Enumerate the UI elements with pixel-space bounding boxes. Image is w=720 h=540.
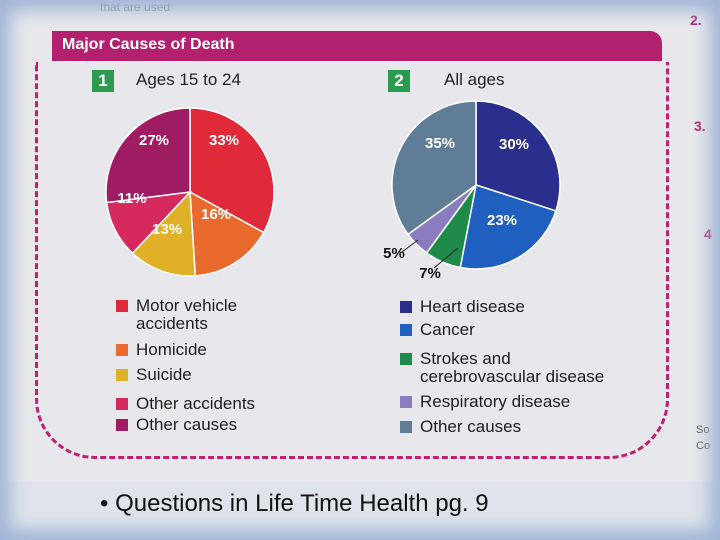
top-cropped-text: that are used — [100, 0, 171, 14]
legend-swatch — [116, 398, 128, 410]
pie1-number-badge: 1 — [92, 70, 114, 92]
legend-swatch — [116, 300, 128, 312]
pie2-leader-line-0 — [401, 239, 419, 253]
caption-text: • Questions in Life Time Health pg. 9 — [100, 490, 489, 517]
pie1-title: Ages 15 to 24 — [136, 70, 241, 89]
legend-swatch — [116, 344, 128, 356]
legend2-item-heart-disease: Heart disease — [400, 298, 525, 316]
legend1-item-homicide: Homicide — [116, 341, 207, 359]
edge-text-2: 2. — [690, 12, 702, 28]
pie2-title: All ages — [444, 70, 505, 89]
edge-text-4: 4 — [704, 226, 712, 242]
pie1-data-label-3: 11% — [117, 190, 146, 207]
pie2-data-label-0: 30% — [499, 136, 529, 153]
pie2-data-label-3: 5% — [383, 245, 405, 262]
legend-label: Motor vehicle accidents — [136, 296, 238, 333]
legend2-item-other-causes: Other causes — [400, 418, 521, 436]
legend1-item-suicide: Suicide — [116, 366, 192, 384]
title-banner — [52, 31, 662, 61]
legend2-item-cancer: Cancer — [400, 321, 475, 339]
pie1-slice-0 — [189, 107, 275, 234]
legend2-item-strokes: Strokes and cerebrovascular disease — [400, 350, 610, 386]
edge-text-3: 3. — [694, 118, 706, 134]
pie1-slice-4 — [105, 107, 191, 204]
legend-label: Respiratory disease — [420, 392, 571, 411]
pie1-data-label-1: 16% — [201, 206, 231, 223]
pie2-slice-1 — [459, 184, 557, 270]
pie1-slice-1 — [189, 190, 265, 277]
legend-swatch — [116, 419, 128, 431]
legend-label: Strokes and cerebrovascular disease — [420, 349, 605, 386]
legend-swatch — [400, 353, 412, 365]
legend1-item-other-causes: Other causes — [116, 416, 237, 434]
caption-label: Questions in Life Time Health pg. 9 — [115, 490, 489, 517]
pie2-number-badge: 2 — [388, 70, 410, 92]
pie1-data-label-0: 33% — [209, 132, 239, 149]
edge-text-co: Co — [696, 440, 711, 452]
chart-title: Major Causes of Death — [62, 36, 235, 53]
pie1-data-label-2: 13% — [152, 221, 182, 238]
legend1-item-other-accidents: Other accidents — [116, 395, 255, 413]
edge-text-so: So — [696, 424, 710, 436]
pie1-slice-2 — [131, 190, 197, 277]
legend-label: Suicide — [136, 365, 192, 384]
pie2-slice-0 — [475, 100, 561, 212]
pie2-data-label-4: 35% — [425, 135, 455, 152]
legend-label: Cancer — [420, 320, 475, 339]
pie2-data-label-1: 23% — [487, 212, 517, 229]
dashed-border — [35, 62, 669, 459]
legend1-item-motor-vehicle: Motor vehicle accidents — [116, 297, 296, 333]
legend-swatch — [400, 421, 412, 433]
pie1-data-label-4: 27% — [139, 132, 169, 149]
pie2-leader-line-1 — [433, 247, 459, 269]
legend-label: Other causes — [136, 415, 238, 434]
legend-label: Homicide — [136, 340, 207, 359]
legend-label: Other causes — [420, 417, 522, 436]
pie2-data-label-2: 7% — [419, 265, 441, 282]
pie2-slice-4 — [391, 100, 477, 236]
legend-label: Other accidents — [136, 394, 256, 413]
legend-swatch — [400, 301, 412, 313]
legend-swatch — [400, 396, 412, 408]
legend2-item-respiratory: Respiratory disease — [400, 393, 570, 411]
legend-swatch — [400, 324, 412, 336]
legend-label: Heart disease — [420, 297, 525, 316]
legend-swatch — [116, 369, 128, 381]
